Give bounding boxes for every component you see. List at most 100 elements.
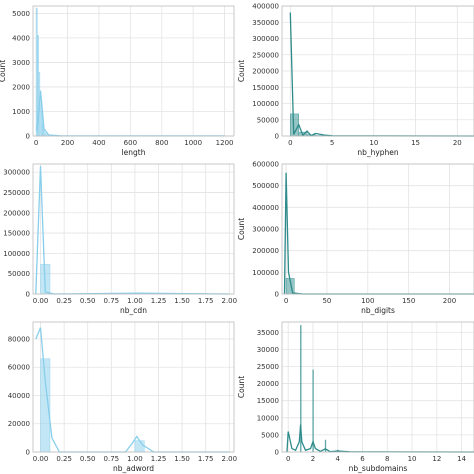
x-tick-label: 1.75 (198, 297, 214, 305)
y-tick-label: 400000 (252, 3, 279, 11)
y-axis-label: Count (237, 376, 246, 398)
x-tick-label: 1.50 (174, 297, 190, 305)
x-tick-label: 10 (369, 139, 378, 147)
y-tick-label: 250000 (252, 51, 279, 59)
x-tick-label: 2.00 (221, 297, 237, 305)
x-tick-label: 0.25 (56, 455, 72, 463)
x-axis-label: nb_adword (113, 464, 154, 473)
y-tick-label: 2000 (12, 83, 30, 91)
y-tick-label: 25000 (257, 363, 279, 371)
y-tick-label: 50000 (257, 116, 279, 124)
y-tick-label: 40000 (8, 392, 30, 400)
y-tick-label: 20000 (257, 380, 279, 388)
x-axis-label: length (122, 148, 146, 157)
histogram-bar (134, 440, 145, 453)
y-tick-label: 150000 (252, 84, 279, 92)
y-tick-label: 3000 (12, 59, 30, 67)
x-tick-label: 400 (92, 139, 105, 147)
y-axis-label: Count (0, 60, 7, 82)
kde-line (286, 424, 474, 453)
subplot-nb-cdn: 0.00 0.25 0.50 0.75 1.00 1.25 1.50 1.75 2.00 0 500… (3, 163, 237, 315)
y-tick-label: 250000 (3, 189, 30, 197)
x-axis-label: nb_hyphen (357, 148, 399, 157)
y-tick-label: 20000 (8, 420, 30, 428)
x-tick-label: 1000 (184, 139, 202, 147)
x-tick-label: 15 (411, 139, 420, 147)
x-tick-label: 0 (288, 139, 292, 147)
y-tick-label: 10000 (257, 414, 279, 422)
y-tick-label: 500000 (252, 182, 279, 190)
y-tick-label: 200000 (252, 247, 279, 255)
y-tick-label: 60000 (8, 364, 30, 372)
y-tick-label: 100000 (3, 250, 30, 258)
x-tick-label: 1.00 (127, 297, 143, 305)
x-tick-label: 150 (402, 297, 415, 305)
y-axis-label: Count (237, 218, 246, 240)
x-tick-label: 20 (453, 139, 462, 147)
x-tick-label: 1.75 (198, 455, 214, 463)
x-tick-label: 14 (457, 455, 466, 463)
x-tick-label: 600 (124, 139, 137, 147)
plot-frame (32, 5, 235, 137)
x-tick-label: 0.75 (104, 297, 120, 305)
y-tick-label: 4000 (12, 34, 30, 42)
y-tick-label: 300000 (252, 226, 279, 234)
y-tick-label: 100000 (252, 269, 279, 277)
y-tick-label: 0 (26, 449, 30, 457)
histogram-bar (324, 439, 327, 453)
y-tick-label: 0 (275, 133, 279, 141)
y-tick-label: 5000 (12, 10, 30, 18)
y-tick-label: 5000 (261, 431, 279, 439)
y-tick-label: 1000 (12, 108, 30, 116)
x-tick-label: 4 (336, 455, 341, 463)
subplot-nb-digits: 0 50 100 150 200 0 100000 200000 300000 400000 500… (237, 161, 474, 315)
subplot-length: 0 200 400 600 800 1000 1200 0 1000 2000 3000 4000 50… (0, 5, 235, 157)
x-tick-label: 200 (61, 139, 74, 147)
subplot-nb-hyphen: 0 5 10 15 20 0 50000 100000 150000 200000 250000 30… (237, 3, 474, 157)
plot-frame (32, 163, 235, 295)
plot-frame (281, 321, 474, 453)
kde-line (35, 165, 230, 295)
subplot-nb-subdomains: 0 2 4 6 8 10 12 14 0 5000 10000 15000 20000 25000 3000… (237, 321, 474, 473)
plot-frame (281, 5, 474, 137)
y-tick-label: 200000 (252, 68, 279, 76)
plot-area (33, 6, 234, 136)
plot-area (33, 164, 234, 294)
x-tick-label: 1.50 (174, 455, 190, 463)
x-tick-label: 6 (360, 455, 365, 463)
x-tick-label: 0.75 (104, 455, 120, 463)
x-tick-label: 800 (155, 139, 168, 147)
x-tick-label: 0.25 (56, 297, 72, 305)
y-tick-label: 200000 (3, 209, 30, 217)
histogram-bar (312, 369, 314, 453)
y-tick-label: 400000 (252, 204, 279, 212)
subplot-nb-adword: 0.00 0.25 0.50 0.75 1.00 1.25 1.50 1.75 2.00 0 200… (8, 321, 237, 473)
y-tick-label: 30000 (257, 346, 279, 354)
kde-line (289, 12, 474, 137)
y-tick-label: 0 (275, 449, 279, 457)
x-tick-label: 0.00 (33, 297, 49, 305)
x-tick-label: 200 (443, 297, 456, 305)
x-tick-label: 0 (34, 139, 38, 147)
x-tick-label: 0.00 (33, 455, 49, 463)
x-tick-label: 0 (286, 455, 290, 463)
x-tick-label: 0.50 (80, 455, 96, 463)
x-tick-label: 0.50 (80, 297, 96, 305)
x-tick-label: 2.00 (221, 455, 237, 463)
y-tick-label: 80000 (8, 335, 30, 343)
x-tick-label: 5 (330, 139, 334, 147)
plot-area (282, 322, 474, 452)
x-tick-label: 8 (385, 455, 389, 463)
y-tick-label: 15000 (257, 397, 279, 405)
y-tick-label: 100000 (252, 100, 279, 108)
y-tick-label: 0 (26, 133, 30, 141)
x-tick-label: 2 (311, 455, 315, 463)
x-tick-label: 50 (322, 297, 331, 305)
x-tick-label: 1.25 (151, 455, 167, 463)
x-axis-label: nb_digits (361, 306, 395, 315)
x-tick-label: 1.00 (127, 455, 143, 463)
plot-area (33, 322, 234, 452)
x-axis-label: nb_cdn (120, 306, 147, 315)
x-tick-label: 10 (408, 455, 417, 463)
